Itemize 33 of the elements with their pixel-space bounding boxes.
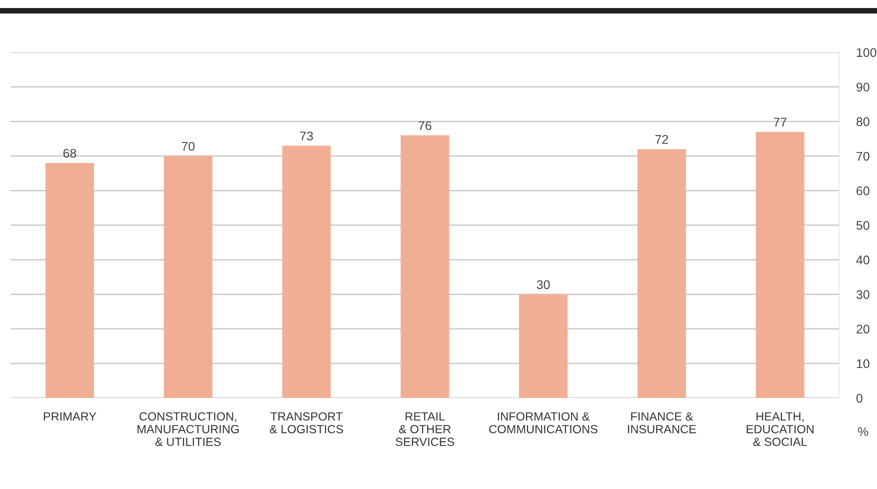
bar (756, 132, 804, 398)
x-tick-label: FINANCE & INSURANCE (628, 412, 696, 434)
data-label: 72 (655, 135, 668, 144)
y-tick-label: 90 (856, 82, 870, 92)
x-tick-label: TRANSPORT & LOGISTICS (270, 412, 344, 434)
data-label: 68 (63, 148, 76, 158)
y-tick-label: 100 (856, 48, 876, 57)
y-tick-label: 60 (856, 186, 870, 196)
data-label: 70 (182, 142, 195, 151)
y-axis-title: % (858, 427, 868, 436)
bar (45, 162, 94, 398)
y-tick-label: 20 (856, 324, 870, 334)
y-tick-label: 0 (856, 394, 862, 403)
data-label: 30 (536, 280, 550, 290)
y-tick-label: 80 (856, 117, 870, 126)
data-label: 77 (774, 118, 786, 126)
x-tick-label: PRIMARY (44, 412, 96, 420)
bar (400, 135, 450, 398)
x-tick-label: HEALTH, EDUCATION & SOCIAL (746, 412, 814, 446)
data-label: 76 (418, 121, 432, 130)
x-tick-label: CONSTRUCTION, MANUFACTURING & UTILITIES (138, 412, 239, 446)
y-tick-label: 70 (856, 152, 870, 161)
y-tick-label: 30 (856, 290, 870, 299)
bar (637, 149, 686, 398)
x-tick-label: INFORMATION & COMMUNICATIONS (489, 412, 598, 434)
bar (519, 294, 568, 398)
bar (282, 146, 331, 398)
y-tick-label: 50 (856, 220, 870, 230)
y-tick-label: 40 (856, 256, 870, 264)
y-tick-label: 10 (856, 359, 870, 368)
data-label: 73 (300, 132, 313, 140)
x-tick-label: RETAIL & OTHER SERVICES (396, 412, 454, 446)
bar (164, 156, 212, 398)
